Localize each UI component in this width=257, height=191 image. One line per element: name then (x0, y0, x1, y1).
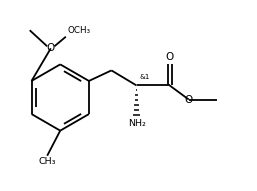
Text: O: O (185, 95, 193, 104)
Text: OCH₃: OCH₃ (67, 26, 90, 35)
Text: CH₃: CH₃ (39, 157, 56, 166)
Text: O: O (166, 52, 174, 62)
Text: &1: &1 (140, 74, 150, 80)
Text: NH₂: NH₂ (128, 119, 146, 128)
Text: O: O (47, 43, 55, 53)
